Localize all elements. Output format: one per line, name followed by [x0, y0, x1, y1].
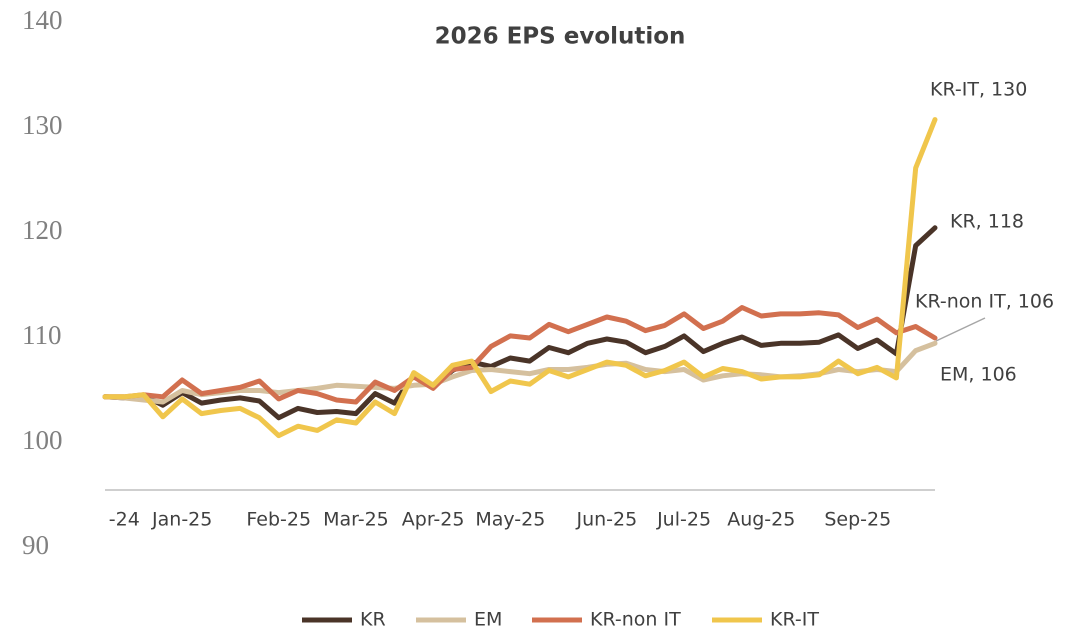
y-tick-label: 140	[22, 5, 63, 35]
leader-line	[935, 317, 986, 342]
y-tick-label: 110	[22, 320, 62, 350]
legend-label: KR-IT	[770, 609, 819, 630]
annotation: KR-IT, 130	[930, 79, 1027, 101]
legend-label: KR	[360, 609, 386, 630]
series-line	[102, 225, 938, 421]
y-tick-label: 120	[22, 215, 63, 245]
x-tick-label: Feb-25	[246, 509, 311, 531]
x-tick-label: Mar-25	[323, 509, 389, 531]
x-tick-label: Jun-25	[575, 509, 637, 531]
y-tick-label: 90	[22, 530, 49, 560]
chart-title: 2026 EPS evolution	[435, 24, 686, 50]
annotation: KR-non IT, 106	[915, 291, 1054, 313]
x-tick-label: Jul-25	[656, 509, 711, 531]
series-line	[102, 340, 938, 405]
x-tick-label: May-25	[475, 509, 545, 531]
legend-label: KR-non IT	[590, 609, 681, 630]
x-tick-label: Sep-25	[824, 509, 891, 531]
y-tick-label: 100	[22, 425, 63, 455]
x-tick-label: Jan-25	[151, 509, 212, 531]
y-tick-label: 130	[22, 110, 63, 140]
series-line	[102, 117, 938, 439]
legend-label: EM	[474, 609, 502, 630]
x-tick-label: Aug-25	[727, 509, 795, 531]
x-tick-label: -24	[109, 509, 140, 531]
x-tick-label: Apr-25	[402, 509, 465, 531]
annotation: EM, 106	[940, 364, 1017, 386]
series-line	[102, 305, 938, 405]
annotation: KR, 118	[950, 211, 1024, 233]
